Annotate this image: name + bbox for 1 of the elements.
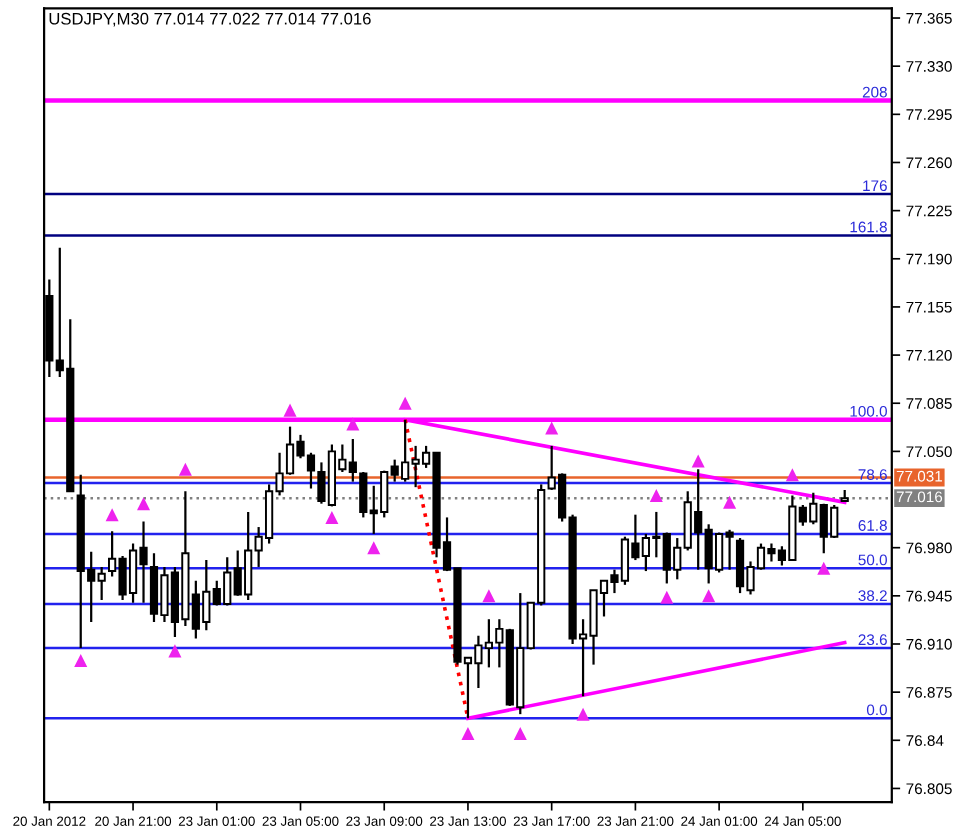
chart-title: USDJPY,M30 77.014 77.022 77.014 77.016 — [49, 12, 371, 27]
